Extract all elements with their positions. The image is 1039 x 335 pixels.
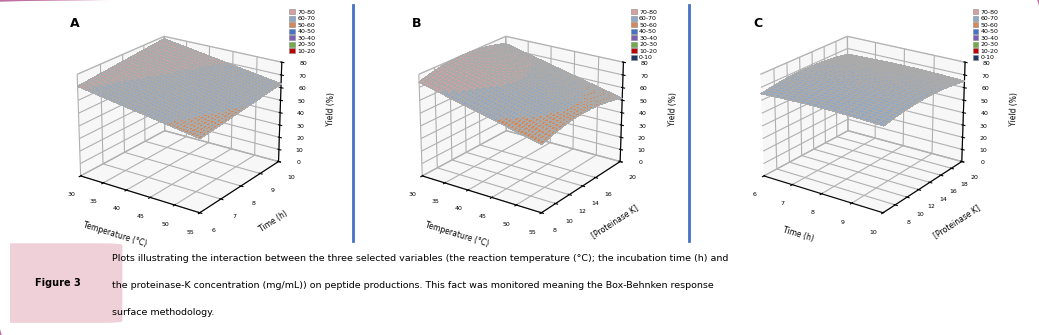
Text: the proteinase-K concentration (mg/mL)) on peptide productions. This fact was mo: the proteinase-K concentration (mg/mL)) … [112,281,714,290]
X-axis label: Temperature (°C): Temperature (°C) [424,220,489,249]
Text: A: A [70,17,80,30]
X-axis label: Temperature (°C): Temperature (°C) [82,220,148,249]
Text: Plots illustrating the interaction between the three selected variables (the rea: Plots illustrating the interaction betwe… [112,254,728,263]
Text: C: C [753,17,763,30]
Y-axis label: Time (h): Time (h) [258,209,289,234]
Legend: 70-80, 60-70, 50-60, 40-50, 30-40, 20-30, 10-20, 0-10: 70-80, 60-70, 50-60, 40-50, 30-40, 20-30… [631,9,658,61]
FancyBboxPatch shape [0,243,123,323]
Text: surface methodology.: surface methodology. [112,309,215,317]
Text: Figure 3: Figure 3 [35,278,81,288]
X-axis label: Time (h): Time (h) [781,225,815,244]
Legend: 70-80, 60-70, 50-60, 40-50, 30-40, 20-30, 10-20, 0-10: 70-80, 60-70, 50-60, 40-50, 30-40, 20-30… [973,9,1000,61]
Text: B: B [411,17,421,30]
Y-axis label: [Proteinase K]: [Proteinase K] [931,203,982,240]
Legend: 70-80, 60-70, 50-60, 40-50, 30-40, 20-30, 10-20: 70-80, 60-70, 50-60, 40-50, 30-40, 20-30… [289,9,316,55]
Y-axis label: [Proteinase K]: [Proteinase K] [590,203,640,240]
